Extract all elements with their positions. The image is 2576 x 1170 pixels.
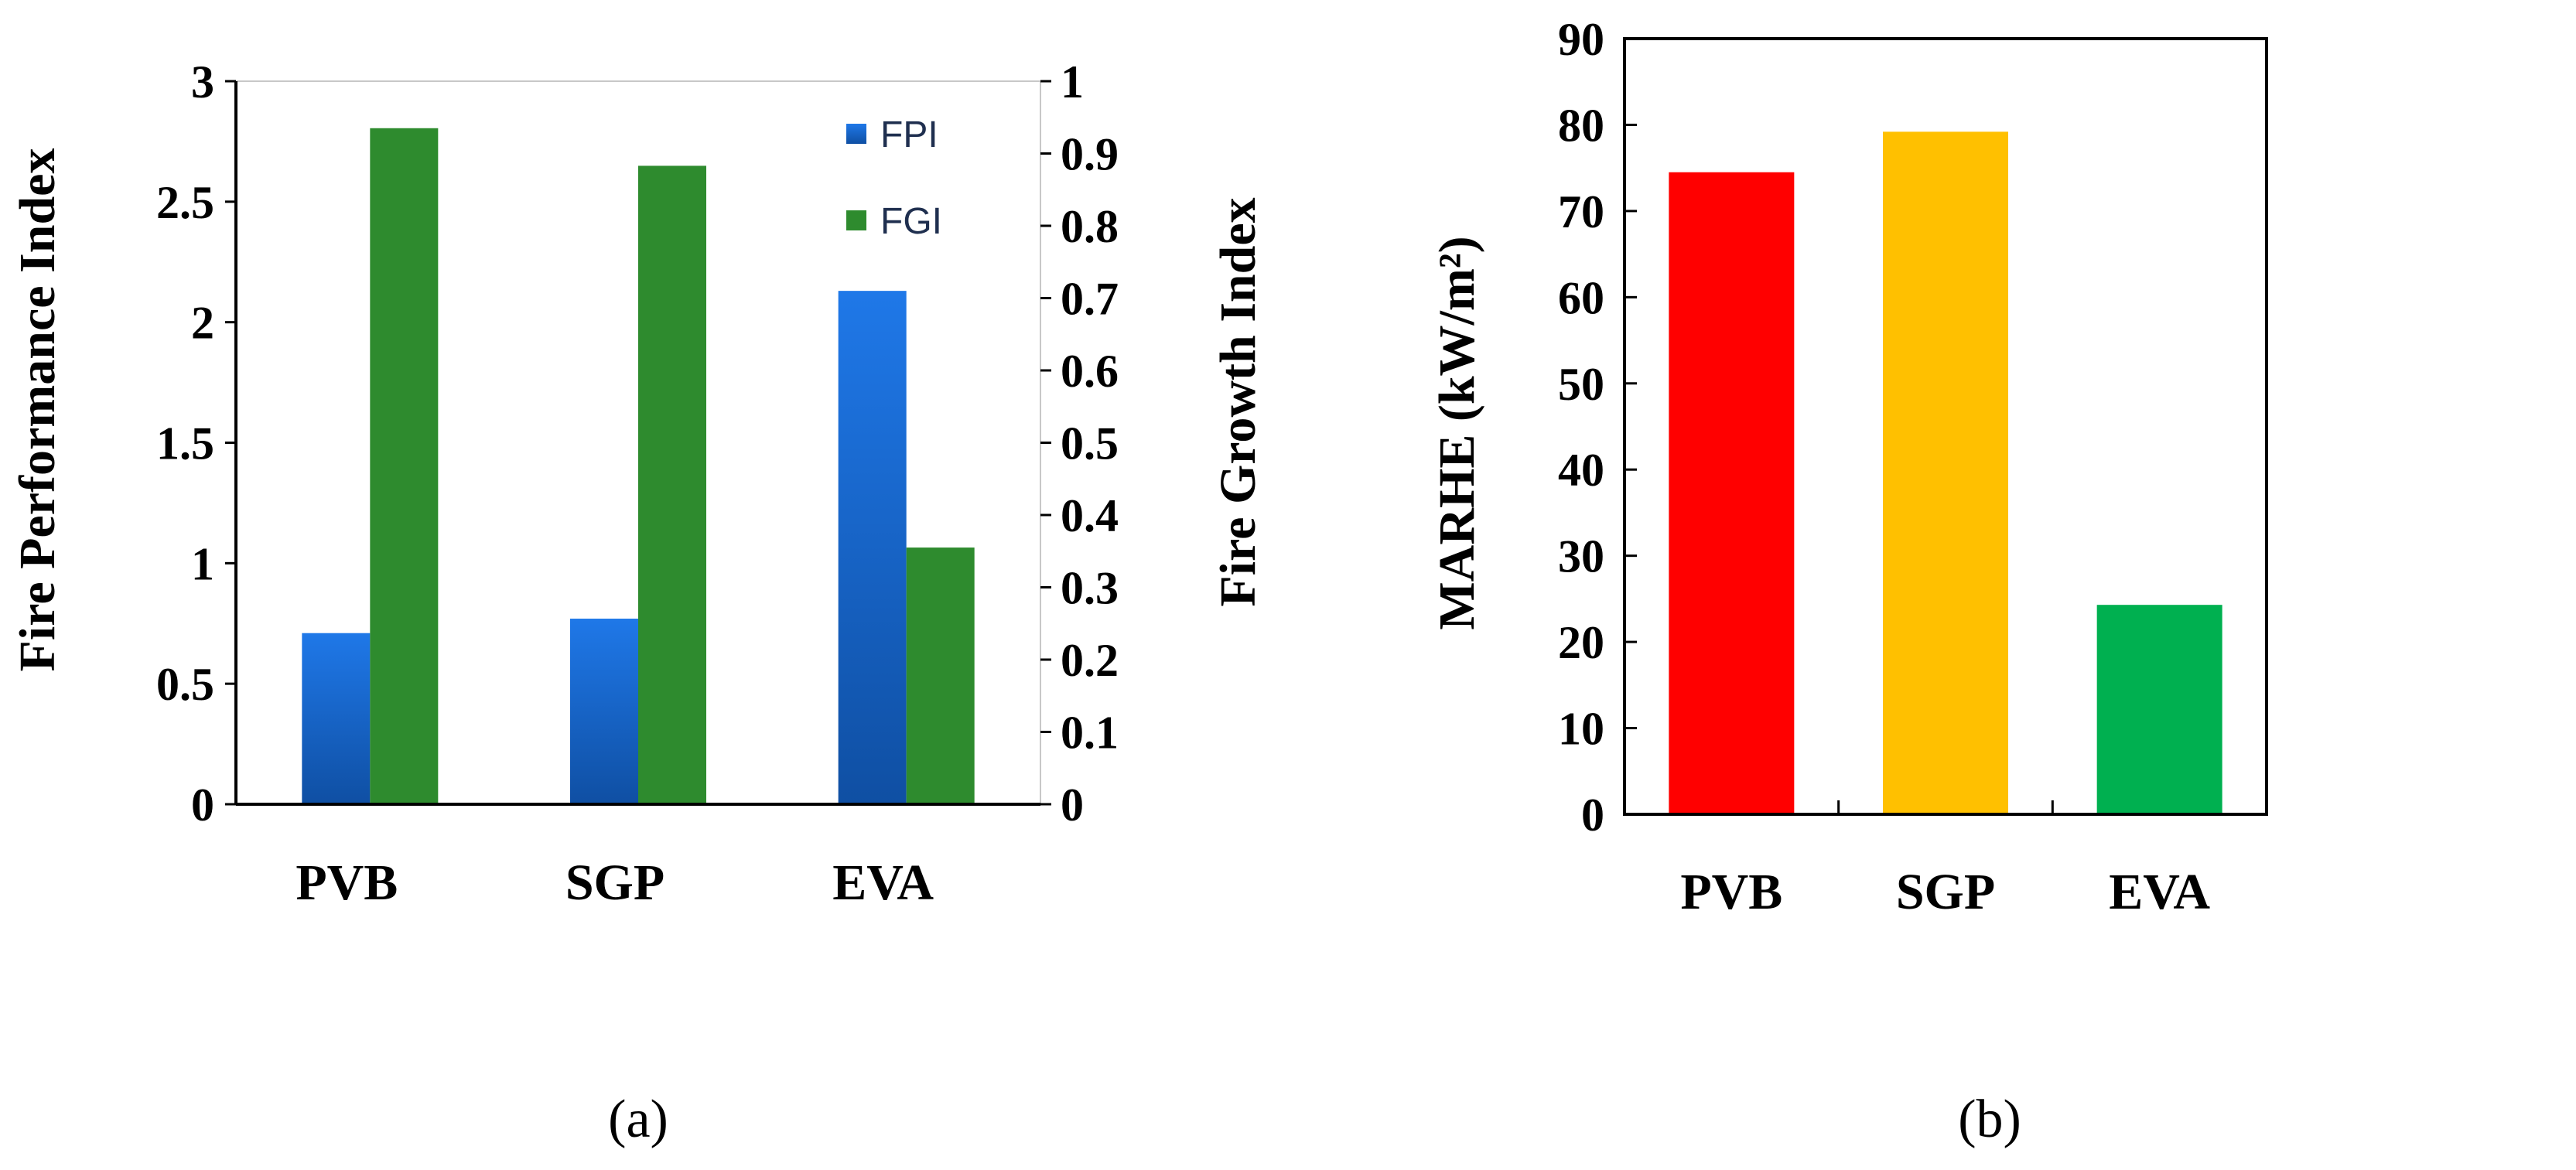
chart-a-y2-tick-label: 0.5 — [1061, 418, 1119, 469]
chart-a-ticks: 0 0.5 1 1.5 2 2.5 3 0 0.1 0.2 0.3 0.4 0.5 0.6 0.7 0.8 0.… — [156, 56, 1119, 911]
chart-a-y2-tick-label: 0.2 — [1061, 635, 1119, 686]
chart-b-plot-area — [1623, 37, 2268, 816]
chart-b-y-tick-label: 20 — [1558, 617, 1604, 668]
legend-label-fgi: FGI — [880, 201, 942, 242]
chart-a-y-tick-label: 2 — [191, 298, 214, 349]
legend-swatch-fpi — [846, 124, 866, 144]
chart-a-legend: FPI FGI — [846, 114, 942, 242]
chart-b-y-tick-label: 10 — [1558, 704, 1604, 755]
chart-a-plot-area — [234, 80, 1041, 806]
chart-a-x-tick-label-pvb: PVB — [296, 854, 398, 911]
chart-a-y2-tick-label: 0.7 — [1061, 274, 1119, 325]
chart-b-panel-label: (b) — [1958, 1090, 2021, 1149]
bar-fpi-pvb — [302, 633, 371, 804]
bar-marhe-eva — [2096, 605, 2222, 814]
chart-a-y2-tick-label: 0.4 — [1061, 490, 1119, 541]
chart-a-y2-tick-label: 0.3 — [1061, 563, 1119, 614]
bar-fpi-sgp — [570, 619, 638, 804]
chart-b: 0 10 20 30 40 50 60 70 80 90 PVB SGP EVA MARHE (kW/m… — [1429, 14, 2268, 1149]
bar-marhe-sgp — [1883, 131, 2008, 815]
chart-a-y2-tick-label: 0.8 — [1061, 201, 1119, 252]
chart-a-y2-tick-label: 1 — [1061, 56, 1084, 107]
chart-b-plot-border — [1623, 37, 2268, 816]
legend-swatch-fgi — [846, 210, 866, 230]
chart-a-y-tick-label: 0 — [191, 779, 214, 831]
chart-b-x-tick-label-eva: EVA — [2109, 864, 2210, 920]
bar-fgi-pvb — [370, 128, 439, 804]
chart-b-y-tick-label: 50 — [1558, 359, 1604, 410]
chart-a-y2-tick-label: 0 — [1061, 779, 1084, 831]
chart-a-y2-tick-label: 0.1 — [1061, 708, 1119, 759]
chart-b-y-tick-label: 0 — [1581, 790, 1604, 841]
chart-a-x-tick-label-sgp: SGP — [565, 854, 664, 911]
chart-a-y-tick-label: 3 — [191, 56, 214, 107]
chart-a-y2-axis-title: Fire Growth Index — [1210, 197, 1266, 606]
chart-a-y-tick-label: 1 — [191, 538, 214, 589]
chart-a-y-tick-label: 2.5 — [156, 177, 214, 228]
chart-b-y-tick-label: 70 — [1558, 186, 1604, 237]
chart-b-y-tick-label: 40 — [1558, 445, 1604, 496]
chart-b-y-tick-label: 60 — [1558, 272, 1604, 323]
chart-a-y-tick-label: 0.5 — [156, 659, 214, 710]
chart-a-panel-label: (a) — [608, 1090, 668, 1149]
chart-a-y2-tick-label: 0.9 — [1061, 129, 1119, 180]
bar-fgi-sgp — [638, 165, 706, 804]
bar-marhe-pvb — [1669, 172, 1795, 814]
chart-a-y-axis-title: Fire Performance Index — [9, 148, 66, 672]
chart-b-y-tick-label: 90 — [1558, 14, 1604, 65]
chart-a: 0 0.5 1 1.5 2 2.5 3 0 0.1 0.2 0.3 0.4 0.5 0.6 0.7 0.8 0.… — [9, 56, 1266, 1149]
chart-b-x-tick-label-sgp: SGP — [1896, 864, 1995, 920]
chart-a-y2-tick-label: 0.6 — [1061, 346, 1119, 397]
legend-label-fpi: FPI — [880, 114, 938, 155]
chart-b-y-axis-title: MARHE (kW/m²) — [1429, 236, 1485, 629]
bar-fgi-eva — [906, 547, 975, 804]
chart-a-x-tick-label-eva: EVA — [832, 854, 934, 911]
bar-fpi-eva — [838, 291, 907, 804]
chart-a-y-tick-label: 1.5 — [156, 418, 214, 469]
chart-b-y-tick-label: 80 — [1558, 100, 1604, 151]
chart-b-y-tick-label: 30 — [1558, 531, 1604, 582]
chart-b-ticks: 0 10 20 30 40 50 60 70 80 90 PVB SGP EVA — [1558, 14, 2210, 920]
chart-b-x-tick-label-pvb: PVB — [1680, 864, 1782, 920]
